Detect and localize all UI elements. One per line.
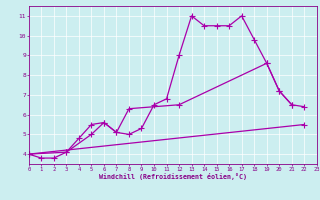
X-axis label: Windchill (Refroidissement éolien,°C): Windchill (Refroidissement éolien,°C) (99, 173, 247, 180)
